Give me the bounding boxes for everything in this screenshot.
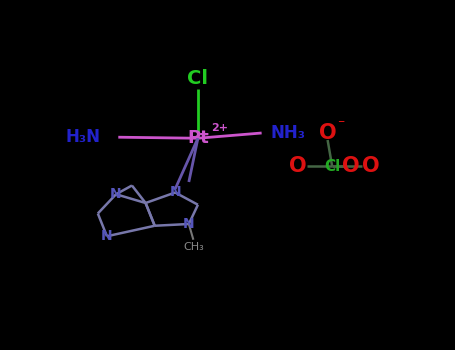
Text: Cl: Cl	[187, 69, 208, 88]
Text: CH₃: CH₃	[183, 242, 204, 252]
Text: O: O	[319, 123, 336, 143]
Text: Pt: Pt	[187, 129, 209, 147]
Text: Cl: Cl	[324, 159, 340, 174]
Text: N: N	[183, 217, 195, 231]
Text: 2+: 2+	[211, 124, 228, 133]
Text: NH₃: NH₃	[271, 124, 306, 142]
Text: O: O	[289, 156, 307, 176]
Text: N: N	[110, 187, 122, 201]
Text: N: N	[169, 186, 181, 199]
Text: N: N	[101, 229, 113, 243]
Text: O: O	[362, 156, 379, 176]
Text: ⁻: ⁻	[337, 117, 344, 131]
Text: H₃N: H₃N	[65, 128, 100, 146]
Text: O: O	[342, 156, 359, 176]
